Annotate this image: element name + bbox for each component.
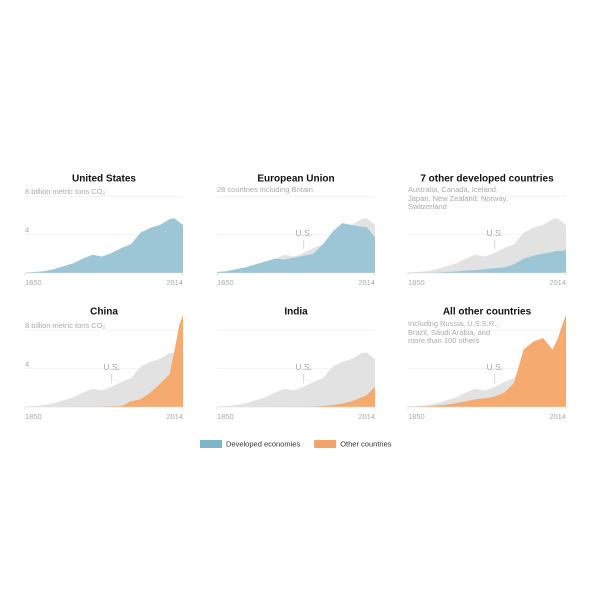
panel: United States 4 8 billion metric tons CO₂ 1…: [24, 174, 184, 287]
panel-title: European Union: [257, 174, 334, 185]
y-tick-label: 4: [25, 226, 29, 235]
panel: China 4 8 billion metric tons CO₂ U.S. 1850 2…: [24, 307, 184, 421]
x-tick-label: 2014: [166, 412, 183, 421]
reference-label: U.S.: [486, 228, 503, 238]
area: [408, 249, 566, 273]
legend-label: Developed economies: [226, 439, 300, 448]
reference-label: U.S.: [295, 228, 312, 238]
x-tick-label: 1850: [217, 278, 234, 287]
panel-title: All other countries: [443, 307, 532, 318]
note: Australia, Canada, Iceland, Japan, New Z…: [408, 186, 508, 212]
x-tick-label: 2014: [358, 278, 375, 287]
x-tick-label: 2014: [549, 412, 566, 421]
panel: India U.S. 1850 2014: [216, 307, 376, 421]
area: [25, 218, 183, 273]
note: 28 countries including Britain: [217, 186, 313, 195]
panel: European Union U.S. 28 countries including…: [216, 174, 376, 287]
reference-label: U.S.: [103, 362, 120, 372]
x-tick-label: 2014: [549, 278, 566, 287]
area: [217, 223, 375, 273]
x-tick-label: 1850: [408, 278, 425, 287]
x-tick-label: 1850: [217, 412, 234, 421]
y-tick-label: 8 billion metric tons CO₂: [25, 321, 106, 330]
x-tick-label: 2014: [166, 278, 183, 287]
x-tick-label: 1850: [408, 412, 425, 421]
note-box: 28 countries including Britain: [217, 186, 313, 195]
area: [217, 386, 375, 407]
y-tick-label: 4: [25, 360, 29, 369]
y-tick-label: 8 billion metric tons CO₂: [25, 187, 106, 196]
legend-swatch: [314, 440, 337, 448]
x-tick-label: 2014: [358, 412, 375, 421]
panel-title: India: [284, 307, 308, 318]
legend-label: Other countries: [340, 439, 392, 448]
panel-title: 7 other developed countries: [420, 174, 554, 185]
panel: All other countries U.S. Including Russia,…: [407, 307, 567, 421]
panel-title: United States: [72, 174, 136, 185]
area: [408, 314, 566, 407]
reference-area: [217, 352, 375, 407]
panel-title: China: [90, 307, 118, 318]
reference-label: U.S.: [295, 362, 312, 372]
note-box: Including Russia, U.S.S.R., Brazil, Saud…: [408, 320, 499, 346]
reference-area: [25, 352, 183, 407]
note-box: Australia, Canada, Iceland, Japan, New Z…: [408, 186, 508, 212]
area: [25, 314, 183, 407]
reference-label: U.S.: [486, 362, 503, 372]
note: Including Russia, U.S.S.R., Brazil, Saud…: [408, 320, 499, 346]
legend-swatch: [200, 440, 222, 448]
x-tick-label: 1850: [25, 412, 42, 421]
x-tick-label: 1850: [25, 278, 42, 287]
panel: 7 other developed countries U.S. Australia…: [407, 174, 567, 287]
